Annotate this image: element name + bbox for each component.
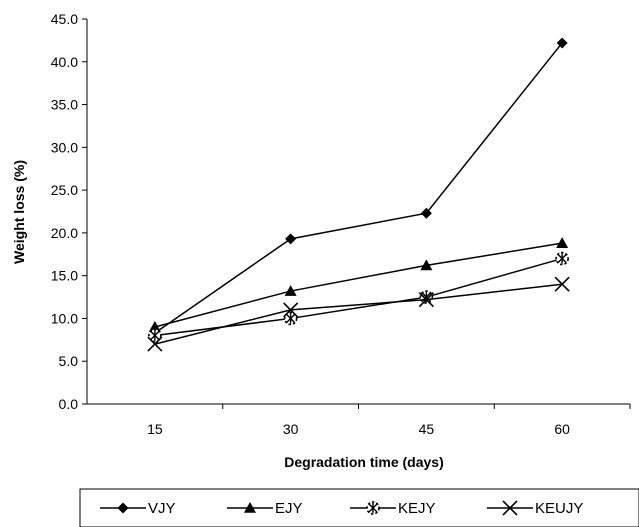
y-axis-ticks: 0.0 5.0 10.0 15.0 20.0 25.0 30.0 35.0 40.0 45.0 — [51, 11, 87, 412]
legend-label-kejy: KEJY — [398, 500, 436, 517]
x-tick-label: 30 — [283, 421, 299, 437]
series-layer — [147, 37, 570, 352]
y-axis-title: Weight loss (%) — [11, 160, 27, 264]
y-tick-label: 25.0 — [51, 182, 78, 198]
point-keujy — [147, 336, 163, 352]
point-kejy — [148, 328, 162, 343]
y-tick-label: 5.0 — [59, 353, 79, 369]
series-line-keujy — [154, 283, 563, 345]
x-tick-label: 60 — [554, 421, 570, 437]
y-tick-label: 0.0 — [59, 396, 79, 412]
point-keujy — [418, 292, 434, 308]
legend-marker-keujy — [502, 500, 518, 516]
x-tick-label: 15 — [147, 421, 163, 437]
point-keujy — [554, 276, 570, 292]
point-kejy — [419, 290, 434, 304]
x-tick-label: 45 — [419, 421, 435, 437]
point-vjy — [420, 207, 432, 219]
y-tick-label: 10.0 — [51, 310, 78, 326]
y-tick-label: 45.0 — [51, 11, 78, 27]
x-axis-ticks: 15 30 45 60 — [147, 404, 631, 437]
legend-label-ejy: EJY — [275, 500, 303, 517]
y-tick-label: 35.0 — [51, 97, 78, 113]
series-line-kejy — [154, 257, 563, 337]
point-vjy — [556, 37, 568, 49]
point-ejy — [284, 285, 297, 296]
series-line-vjy — [154, 42, 563, 334]
legend-marker-ejy — [244, 502, 256, 513]
y-tick-label: 20.0 — [51, 225, 78, 241]
point-ejy — [556, 237, 569, 248]
point-kejy — [283, 311, 298, 326]
x-axis-title: Degradation time (days) — [284, 454, 443, 470]
legend-marker-vjy — [117, 502, 129, 514]
point-ejy — [420, 259, 433, 271]
y-tick-label: 15.0 — [51, 268, 78, 284]
legend-label-vjy: VJY — [148, 500, 176, 517]
chart-axes — [86, 19, 630, 405]
point-keujy — [283, 302, 299, 318]
point-vjy — [285, 233, 297, 245]
legend-label-keujy: KEUJY — [535, 500, 583, 517]
point-kejy — [555, 251, 569, 266]
y-tick-label: 30.0 — [51, 139, 78, 155]
y-tick-label: 40.0 — [51, 54, 78, 70]
legend: VJY EJY KEJY KEUJY — [79, 488, 639, 527]
series-line-ejy — [154, 242, 563, 328]
point-ejy — [148, 321, 161, 332]
legend-marker-kejy — [366, 501, 380, 515]
